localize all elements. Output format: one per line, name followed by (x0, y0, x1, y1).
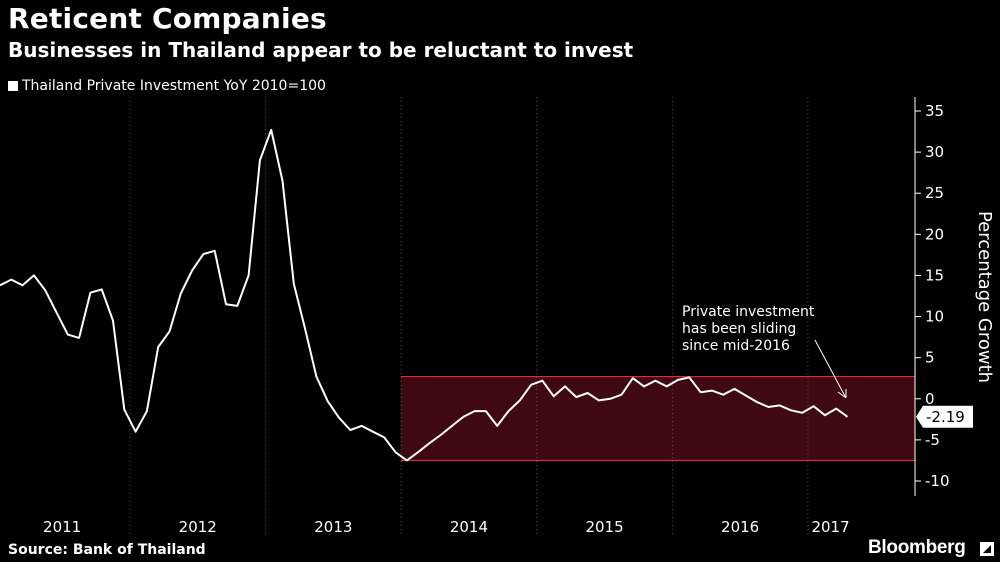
y-axis-label: Percentage Growth (974, 211, 995, 383)
annotation-line-1: Private investment (682, 304, 815, 320)
annotation-arrowhead (837, 389, 847, 399)
x-axis-labels: 2011 2012 2013 2014 2015 2016 2017 (43, 518, 850, 536)
bloomberg-mark-icon (980, 542, 994, 556)
annotation-layer: Private investment has been sliding sinc… (682, 304, 847, 399)
y-tick-label: 25 (925, 184, 944, 202)
y-tick-label: 35 (925, 102, 944, 120)
x-tick-label: 2012 (179, 518, 217, 536)
y-tick-label: 5 (925, 349, 935, 367)
x-tick-label: 2015 (585, 518, 623, 536)
bloomberg-logo: Bloomberg (868, 537, 966, 558)
x-tick-label: 2017 (811, 518, 849, 536)
x-tick-label: 2013 (314, 518, 352, 536)
highlight-band-layer (400, 375, 915, 462)
y-axis-title: Percentage Growth (974, 211, 995, 383)
legend: Thailand Private Investment YoY 2010=100 (8, 78, 326, 94)
annotation-arrow (814, 339, 847, 399)
last-value-text: -2.19 (926, 408, 965, 426)
y-tick-label: 0 (925, 390, 935, 408)
x-tick-label: 2011 (43, 518, 81, 536)
chart-title: Reticent Companies (8, 2, 327, 35)
highlight-band (400, 376, 915, 461)
annotation-line-2: has been sliding (682, 321, 796, 337)
x-tick-label: 2016 (721, 518, 759, 536)
last-value-label: -2.19 (916, 405, 973, 428)
annotation-line-3: since mid-2016 (682, 338, 790, 354)
series-layer (0, 128, 849, 462)
y-axis: 35 30 25 20 15 10 5 0 -5 -10 (914, 97, 950, 496)
y-tick-label: -5 (925, 431, 940, 449)
y-tick-label: 15 (925, 266, 944, 284)
chart-subtitle: Businesses in Thailand appear to be relu… (8, 38, 634, 62)
y-tick-label: 30 (925, 143, 944, 161)
y-tick-label: -10 (925, 472, 950, 490)
legend-swatch (8, 81, 18, 91)
legend-label: Thailand Private Investment YoY 2010=100 (22, 78, 326, 94)
y-tick-label: 20 (925, 225, 944, 243)
series-line (0, 128, 849, 462)
last-value-badge (916, 405, 973, 428)
source-note: Source: Bank of Thailand (8, 542, 206, 558)
x-tick-label: 2014 (450, 518, 488, 536)
y-tick-label: 10 (925, 308, 944, 326)
